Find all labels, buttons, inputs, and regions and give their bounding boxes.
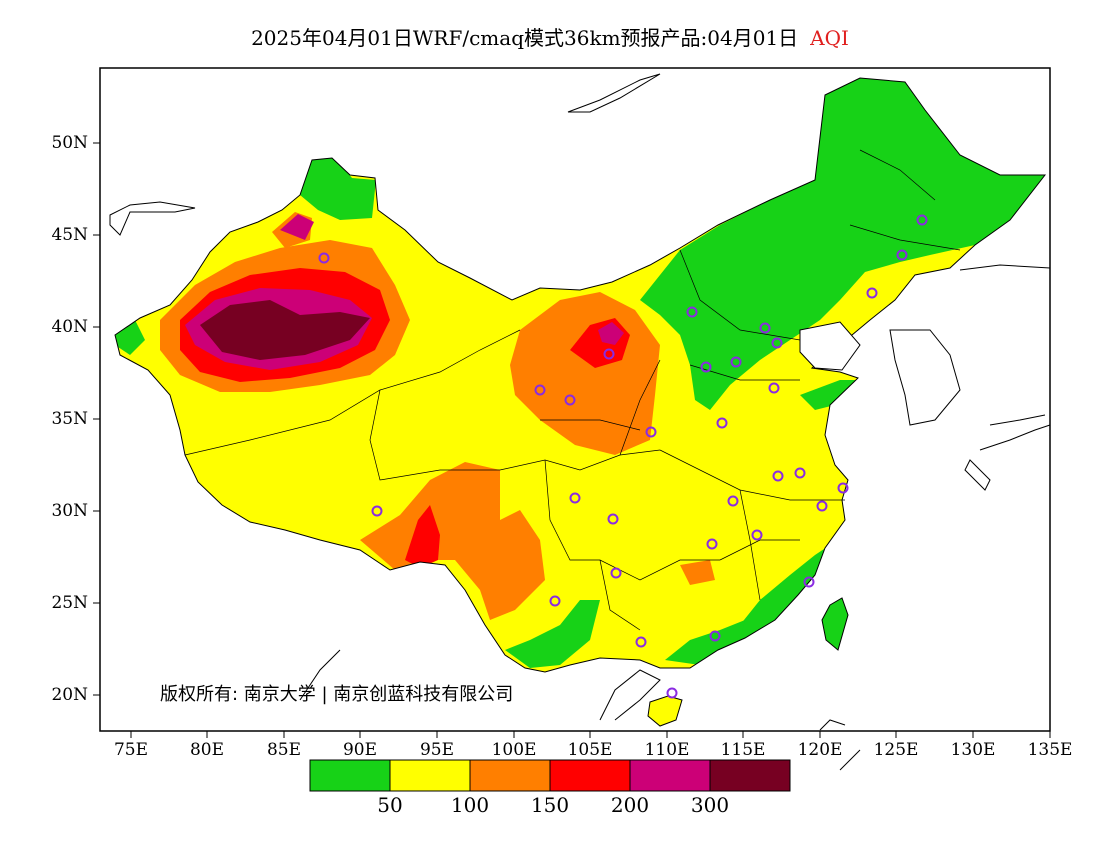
aqi-zone-red-tibet: [405, 505, 440, 568]
station-circle: [610, 567, 622, 579]
lon-label-80: 80E: [189, 740, 225, 760]
legend-swatch-1: [309, 759, 391, 792]
station-circle: [569, 492, 581, 504]
station-circle: [686, 306, 698, 318]
lon-label-120: 120E: [797, 740, 843, 760]
aqi-zone-maroon-taklamakan: [200, 300, 370, 360]
aqi-zone-green-fujian: [720, 545, 830, 650]
bohai-sea: [799, 321, 861, 371]
station-circle: [709, 630, 721, 642]
station-circle: [727, 495, 739, 507]
station-circle: [771, 337, 783, 349]
title-main: 2025年04月01日WRF/cmaq模式36km预报产品:04月01日: [251, 26, 799, 50]
province-borders: [184, 149, 961, 631]
taiwan-island: [821, 597, 849, 651]
title-variable: AQI: [810, 26, 849, 50]
station-circle: [759, 322, 771, 334]
neighbour-coastlines: [109, 73, 1051, 771]
map-title: 2025年04月01日WRF/cmaq模式36km预报产品:04月01日 AQI: [0, 22, 1100, 51]
station-circle: [318, 252, 330, 264]
legend-swatch-5: [629, 759, 711, 792]
station-circle: [803, 576, 815, 588]
aqi-zone-green-shandong: [800, 380, 858, 410]
lon-label-125: 125E: [873, 740, 919, 760]
aqi-zone-purple-ningxia: [598, 322, 624, 345]
copyright-credit: 版权所有: 南京大学 | 南京创蓝科技有限公司: [160, 684, 514, 705]
legend-swatch-3: [469, 759, 551, 792]
station-circle: [607, 513, 619, 525]
station-circle: [916, 214, 928, 226]
station-circle: [549, 595, 561, 607]
station-circle: [730, 356, 742, 368]
station-circle: [645, 426, 657, 438]
lon-label-75: 75E: [113, 740, 149, 760]
legend-value-300: 300: [690, 793, 730, 817]
legend-swatch-2: [389, 759, 471, 792]
station-circle: [716, 417, 728, 429]
legend-colorbar: [309, 759, 791, 792]
lat-label-50: 50N: [51, 133, 88, 153]
lat-label-25: 25N: [51, 593, 88, 613]
legend-swatch-4: [549, 759, 631, 792]
aqi-zone-purple-north: [280, 214, 314, 240]
aqi-zone-green-northeast: [640, 78, 1045, 410]
station-circle: [837, 482, 849, 494]
aqi-zone-orange-hunan: [680, 560, 715, 585]
station-circle: [751, 529, 763, 541]
station-circle: [564, 394, 576, 406]
station-circle: [706, 538, 718, 550]
aqi-zone-green-guangdong: [665, 620, 745, 665]
lon-label-90: 90E: [342, 740, 378, 760]
lat-label-40: 40N: [51, 317, 88, 337]
station-circle: [772, 470, 784, 482]
lon-label-130: 130E: [950, 740, 996, 760]
legend-value-200: 200: [610, 793, 650, 817]
station-circle: [768, 382, 780, 394]
station-circle: [371, 505, 383, 517]
station-circle: [534, 384, 546, 396]
station-circle: [700, 361, 712, 373]
lat-label-35: 35N: [51, 409, 88, 429]
lon-label-135: 135E: [1027, 740, 1073, 760]
station-circle: [794, 467, 806, 479]
station-markers: [318, 214, 928, 699]
lon-label-110: 110E: [644, 740, 690, 760]
station-circle: [896, 249, 908, 261]
lon-label-105: 105E: [567, 740, 613, 760]
station-circle: [816, 500, 828, 512]
station-circle: [603, 348, 615, 360]
station-circle: [635, 636, 647, 648]
lat-label-45: 45N: [51, 225, 88, 245]
station-circle: [866, 287, 878, 299]
lon-label-100: 100E: [491, 740, 537, 760]
aqi-zone-green-yunnan-south: [505, 600, 600, 668]
station-circle: [666, 687, 678, 699]
legend-swatch-6: [709, 759, 791, 792]
axis-ticks: [93, 142, 1051, 738]
lat-label-20: 20N: [51, 685, 88, 705]
lat-label-30: 30N: [51, 501, 88, 521]
lon-label-95: 95E: [419, 740, 455, 760]
legend-value-150: 150: [530, 793, 570, 817]
legend-value-100: 100: [450, 793, 490, 817]
lon-label-85: 85E: [266, 740, 302, 760]
aqi-zone-green-altai: [300, 158, 376, 220]
aqi-zone-orange-southwest: [360, 462, 545, 620]
lon-label-115: 115E: [720, 740, 766, 760]
legend-value-50: 50: [377, 793, 403, 817]
